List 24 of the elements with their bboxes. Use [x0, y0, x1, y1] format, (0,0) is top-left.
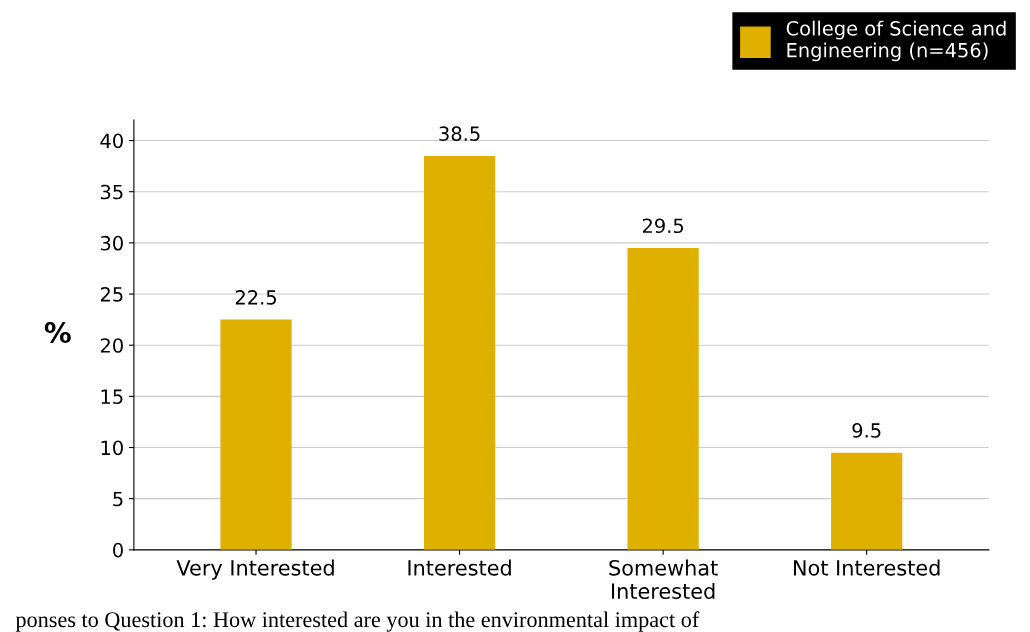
- y-tick-label: 10: [101, 440, 123, 456]
- data-label: 29.5: [642, 218, 684, 234]
- bar: [220, 319, 292, 550]
- y-tick-label: 35: [100, 184, 123, 200]
- y-tick-label: 5: [113, 491, 123, 507]
- legend-label: College of Science and Engineering (n=456): [786, 20, 1006, 62]
- data-label: 9.5: [852, 423, 881, 438]
- y-tick-label: 30: [100, 235, 123, 251]
- data-label: 22.5: [235, 290, 276, 305]
- y-tick-label: 40: [100, 133, 123, 149]
- data-label: 38.5: [439, 126, 480, 142]
- text: ponses to Question 1: How interested are you in the environmental impact of: [15, 611, 700, 632]
- y-tick-label: 15: [101, 389, 123, 405]
- x-tick-label: Very Interested: [176, 559, 334, 580]
- y-axis-title: %: [44, 322, 71, 344]
- bar: [627, 247, 699, 550]
- bar: [423, 155, 496, 550]
- x-tick-label: Interested: [408, 559, 511, 576]
- x-tick-label: Not Interested: [794, 559, 940, 576]
- y-tick-label: 25: [100, 286, 123, 302]
- bar: [831, 452, 903, 550]
- y-tick-label: 0: [113, 542, 123, 558]
- y-tick-label: 20: [100, 338, 123, 353]
- x-tick-label: Somewhat Interested: [609, 559, 718, 600]
